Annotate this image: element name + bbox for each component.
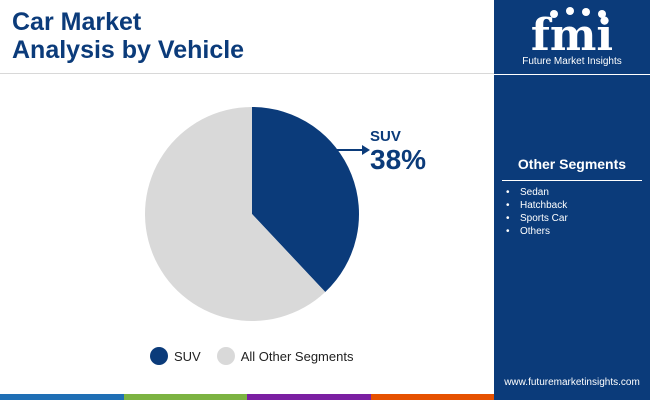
segment-item-sports-car: Sports Car xyxy=(504,212,568,225)
other-segments-title: Other Segments xyxy=(517,156,627,172)
page-title: Car Market Analysis by Vehicle xyxy=(12,8,244,64)
bottom-bar-segment-2 xyxy=(123,394,247,400)
pie-slices xyxy=(145,107,359,321)
svg-text:fmi: fmi xyxy=(531,10,613,56)
callout-arrow xyxy=(334,145,370,155)
legend-swatch-suv xyxy=(150,347,168,365)
pie-slice-suv xyxy=(252,107,359,292)
bottom-bar-segment-4 xyxy=(370,394,494,400)
legend-item-other: All Other Segments xyxy=(216,347,354,365)
chart-legend: SUV All Other Segments xyxy=(150,347,369,365)
company-logo: fmi Future Market Insights xyxy=(494,0,650,74)
title-divider xyxy=(0,73,494,74)
title-line-1: Car Market xyxy=(12,8,142,36)
bottom-bar-segment-1 xyxy=(0,394,124,400)
legend-label-suv: SUV xyxy=(174,348,201,364)
bottom-color-bar xyxy=(0,394,494,400)
legend-swatch-other xyxy=(216,347,235,365)
legend-item-suv: SUV xyxy=(150,347,201,365)
fmi-logo-icon: fmi xyxy=(531,7,613,61)
segment-item-hatchback: Hatchback xyxy=(504,199,568,212)
logo-company-name: Future Market Insights xyxy=(522,56,622,67)
callout-label: SUV xyxy=(370,128,401,145)
segments-list: Sedan Hatchback Sports Car Others xyxy=(504,186,568,238)
website-url[interactable]: www.futuremarketinsights.com xyxy=(504,377,640,388)
logo-divider xyxy=(494,74,650,75)
callout-value: 38% xyxy=(370,144,427,175)
pie-slice-all-other-segments xyxy=(145,107,326,321)
segment-item-others: Others xyxy=(504,225,568,238)
legend-label-other: All Other Segments xyxy=(240,348,354,364)
segments-divider xyxy=(502,180,642,181)
pie-chart xyxy=(145,107,370,321)
bottom-bar-segment-3 xyxy=(247,394,371,400)
title-line-2: Analysis by Vehicle xyxy=(12,36,245,64)
sidebar: fmi Future Market Insights Other Segment… xyxy=(494,0,650,400)
segment-item-sedan: Sedan xyxy=(504,186,568,199)
